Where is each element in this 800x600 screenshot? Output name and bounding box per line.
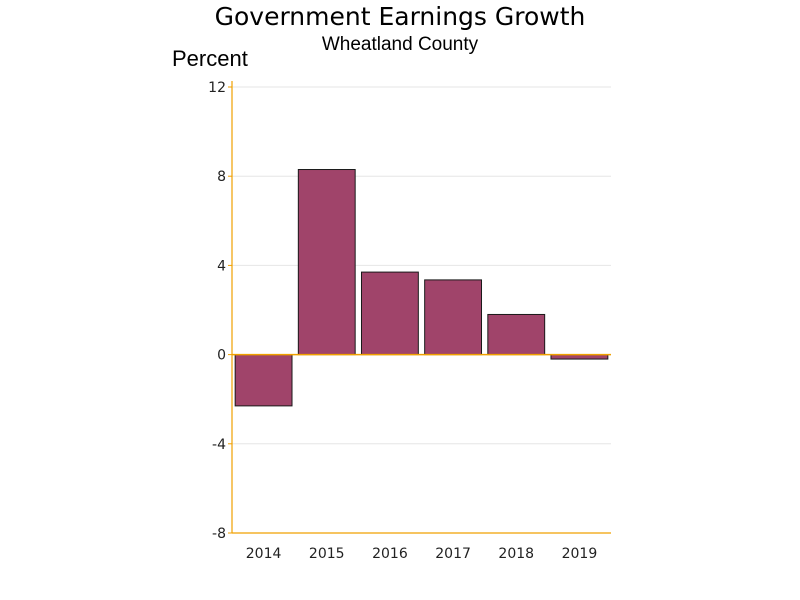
bar-2016 xyxy=(360,271,419,356)
y-tick-label: 8 xyxy=(217,169,226,185)
x-tick-label: 2019 xyxy=(562,546,598,562)
y-tick-label: 12 xyxy=(208,80,226,96)
y-tick-label: 4 xyxy=(217,258,226,274)
x-tick-label: 2014 xyxy=(246,546,282,562)
chart-subtitle: Wheatland County xyxy=(321,34,479,55)
x-tick-label: 2015 xyxy=(309,546,345,562)
bar-2015 xyxy=(297,169,356,356)
y-tick-label: -8 xyxy=(212,526,226,542)
bar-2017 xyxy=(424,279,483,356)
y-tick-label: 0 xyxy=(217,348,226,364)
chart-title: Government Earnings Growth xyxy=(214,2,586,31)
x-tick-label: 2017 xyxy=(435,546,471,562)
y-tick-label: -4 xyxy=(212,437,226,453)
bar-2018 xyxy=(487,313,546,356)
x-tick-label: 2018 xyxy=(498,546,534,562)
y-axis-label: Percent xyxy=(172,46,248,71)
x-tick-label: 2016 xyxy=(372,546,408,562)
bar-2014 xyxy=(234,354,293,407)
